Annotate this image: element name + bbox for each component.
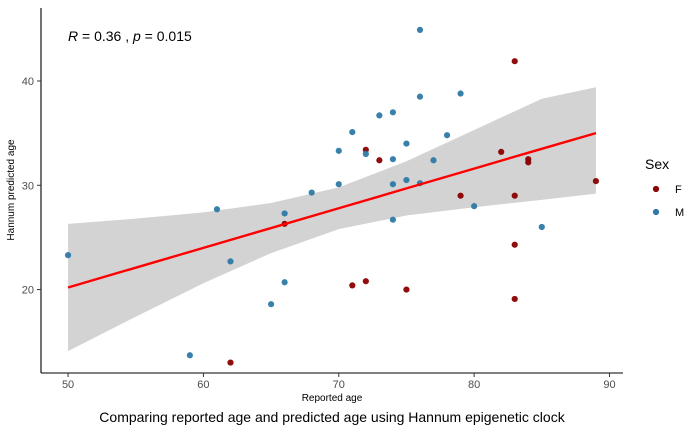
p-symbol: p xyxy=(132,28,141,44)
confidence-band xyxy=(68,87,596,352)
x-tick-label: 60 xyxy=(197,379,209,391)
data-point-m xyxy=(457,90,464,97)
data-point-m xyxy=(403,140,410,147)
data-point-f xyxy=(525,159,532,166)
chart-caption: Comparing reported age and predicted age… xyxy=(99,409,565,425)
data-point-m xyxy=(335,147,342,154)
data-point-f xyxy=(511,192,518,199)
data-point-m xyxy=(416,26,424,33)
data-point-f xyxy=(349,282,356,289)
data-point-m xyxy=(281,279,288,286)
regression-line xyxy=(67,131,597,289)
data-point-f xyxy=(227,359,234,366)
legend: Sex FM xyxy=(645,156,684,219)
x-axis-title: Reported age xyxy=(302,393,363,404)
data-point-f xyxy=(592,178,600,185)
data-point-m xyxy=(443,132,451,139)
p-value: = 0.015 xyxy=(141,28,192,44)
data-point-f xyxy=(511,241,518,248)
data-point-m xyxy=(227,258,234,265)
data-point-f xyxy=(376,157,383,164)
data-point-f xyxy=(498,148,505,156)
data-point-m xyxy=(538,223,545,231)
y-tick-label: 40 xyxy=(22,76,34,88)
x-tick-label: 80 xyxy=(468,379,480,391)
data-point-m xyxy=(376,112,383,119)
data-point-m xyxy=(430,157,437,164)
points-layer xyxy=(64,26,600,366)
data-point-m xyxy=(349,129,356,136)
data-point-m xyxy=(389,156,397,163)
data-point-m xyxy=(389,216,397,223)
legend-key-m xyxy=(652,208,660,216)
legend-title: Sex xyxy=(645,156,669,172)
data-point-f xyxy=(511,58,518,65)
y-tick-label: 20 xyxy=(22,285,34,297)
regression-line-layer xyxy=(67,131,597,289)
data-point-m xyxy=(213,206,221,213)
data-point-m xyxy=(267,301,275,308)
r-symbol: R xyxy=(68,28,78,44)
data-point-m xyxy=(64,252,72,259)
axes-layer xyxy=(40,8,623,374)
data-point-m xyxy=(389,181,397,188)
data-point-m xyxy=(308,189,315,196)
data-point-m xyxy=(389,109,397,116)
ticks-layer: 50 60 70 80 90 20 30 40 xyxy=(22,76,616,391)
legend-label-f: F xyxy=(675,184,682,196)
data-point-m xyxy=(471,203,478,210)
x-tick-label: 50 xyxy=(62,379,74,391)
y-tick-label: 30 xyxy=(22,180,34,192)
stat-annotation: R = 0.36 , p = 0.015 xyxy=(68,28,192,44)
x-tick-label: 70 xyxy=(333,379,345,391)
data-point-f xyxy=(403,286,410,293)
r-value: = 0.36 , xyxy=(78,28,133,44)
data-point-m xyxy=(281,210,288,217)
legend-label-m: M xyxy=(675,207,684,219)
data-point-m xyxy=(186,352,193,359)
legend-items: FM xyxy=(652,184,684,219)
data-point-m xyxy=(416,93,424,100)
x-tick-label: 90 xyxy=(603,379,615,391)
confidence-band-layer xyxy=(68,87,596,352)
legend-key-f xyxy=(652,185,660,193)
data-point-m xyxy=(335,181,342,188)
data-point-m xyxy=(362,150,369,158)
y-axis-title: Hannum predicted age xyxy=(6,139,17,241)
data-point-f xyxy=(511,295,518,303)
data-point-f xyxy=(457,192,464,199)
data-point-m xyxy=(403,176,410,184)
data-point-f xyxy=(362,278,369,285)
